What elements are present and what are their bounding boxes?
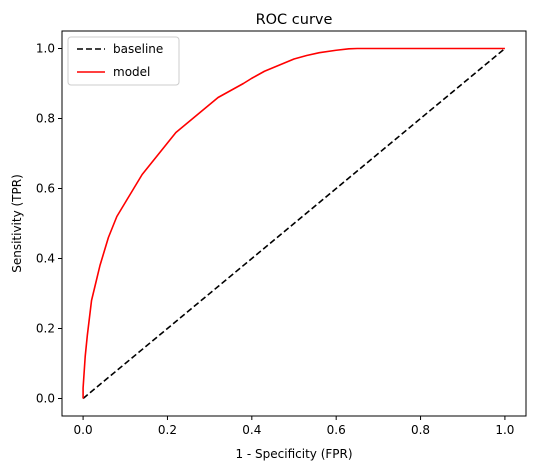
x-axis-label: 1 - Specificity (FPR) <box>235 447 352 461</box>
series-line-baseline <box>82 47 506 400</box>
x-tick-label: 0.0 <box>74 423 93 437</box>
y-axis-label: Sensitivity (TPR) <box>10 174 24 273</box>
x-tick-label: 0.6 <box>327 423 346 437</box>
series-line-model <box>82 47 505 399</box>
y-axis-ticks: 0.0 0.2 0.4 0.6 0.8 1.0 <box>36 42 62 406</box>
y-tick-label: 0.8 <box>36 112 55 126</box>
chart-title: ROC curve <box>256 12 333 28</box>
y-tick-label: 0.0 <box>36 392 55 406</box>
x-tick-label: 0.2 <box>158 423 177 437</box>
y-tick-label: 0.4 <box>36 252 55 266</box>
y-tick-label: 1.0 <box>36 42 55 56</box>
plot-frame <box>61 30 527 417</box>
y-tick-label: 0.2 <box>36 322 55 336</box>
x-tick-label: 1.0 <box>495 423 514 437</box>
legend-label-baseline: baseline <box>113 42 163 56</box>
legend: baseline model <box>67 36 180 86</box>
series-layer <box>82 47 506 400</box>
x-tick-label: 0.4 <box>242 423 261 437</box>
x-axis-ticks: 0.0 0.2 0.4 0.6 0.8 1.0 <box>74 416 514 437</box>
legend-label-model: model <box>113 65 150 79</box>
x-tick-label: 0.8 <box>411 423 430 437</box>
y-tick-label: 0.6 <box>36 182 55 196</box>
